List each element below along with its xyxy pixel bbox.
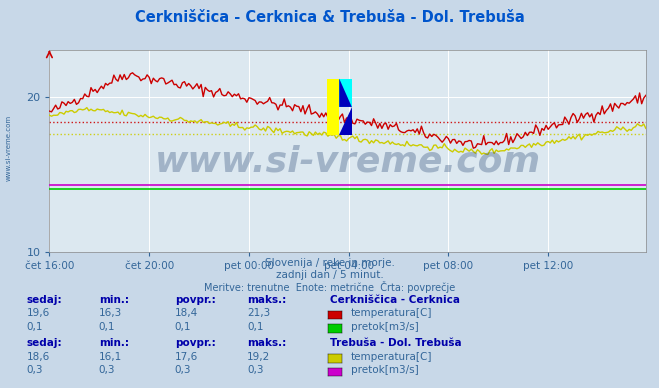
Text: min.:: min.: — [99, 338, 129, 348]
Text: 17,6: 17,6 — [175, 352, 198, 362]
Text: 16,1: 16,1 — [99, 352, 122, 362]
Text: Meritve: trenutne  Enote: metrične  Črta: povprečje: Meritve: trenutne Enote: metrične Črta: … — [204, 281, 455, 293]
FancyBboxPatch shape — [327, 79, 339, 135]
Text: Cerkniščica - Cerknica: Cerkniščica - Cerknica — [330, 295, 459, 305]
Text: 18,6: 18,6 — [26, 352, 49, 362]
Text: 0,1: 0,1 — [26, 322, 43, 332]
Text: 0,3: 0,3 — [175, 365, 191, 376]
Text: www.si-vreme.com: www.si-vreme.com — [5, 114, 12, 180]
Text: 19,2: 19,2 — [247, 352, 270, 362]
Text: 0,3: 0,3 — [99, 365, 115, 376]
Text: Cerkniščica - Cerknica & Trebuša - Dol. Trebuša: Cerkniščica - Cerknica & Trebuša - Dol. … — [134, 10, 525, 25]
Text: temperatura[C]: temperatura[C] — [351, 352, 432, 362]
Text: 0,3: 0,3 — [26, 365, 43, 376]
Text: zadnji dan / 5 minut.: zadnji dan / 5 minut. — [275, 270, 384, 280]
Text: 0,1: 0,1 — [99, 322, 115, 332]
Text: 18,4: 18,4 — [175, 308, 198, 319]
Text: pretok[m3/s]: pretok[m3/s] — [351, 365, 418, 376]
Text: povpr.:: povpr.: — [175, 338, 215, 348]
Text: Trebuša - Dol. Trebuša: Trebuša - Dol. Trebuša — [330, 338, 461, 348]
FancyBboxPatch shape — [339, 79, 352, 107]
Text: 19,6: 19,6 — [26, 308, 49, 319]
Text: sedaj:: sedaj: — [26, 295, 62, 305]
Text: Slovenija / reke in morje.: Slovenija / reke in morje. — [264, 258, 395, 268]
Text: sedaj:: sedaj: — [26, 338, 62, 348]
Text: 21,3: 21,3 — [247, 308, 270, 319]
Text: maks.:: maks.: — [247, 295, 287, 305]
Polygon shape — [339, 79, 352, 107]
Text: pretok[m3/s]: pretok[m3/s] — [351, 322, 418, 332]
Text: maks.:: maks.: — [247, 338, 287, 348]
Text: min.:: min.: — [99, 295, 129, 305]
Polygon shape — [339, 107, 352, 135]
Text: 0,1: 0,1 — [247, 322, 264, 332]
Text: 0,1: 0,1 — [175, 322, 191, 332]
Text: temperatura[C]: temperatura[C] — [351, 308, 432, 319]
Text: povpr.:: povpr.: — [175, 295, 215, 305]
Text: www.si-vreme.com: www.si-vreme.com — [155, 144, 540, 178]
Text: 0,3: 0,3 — [247, 365, 264, 376]
Text: 16,3: 16,3 — [99, 308, 122, 319]
